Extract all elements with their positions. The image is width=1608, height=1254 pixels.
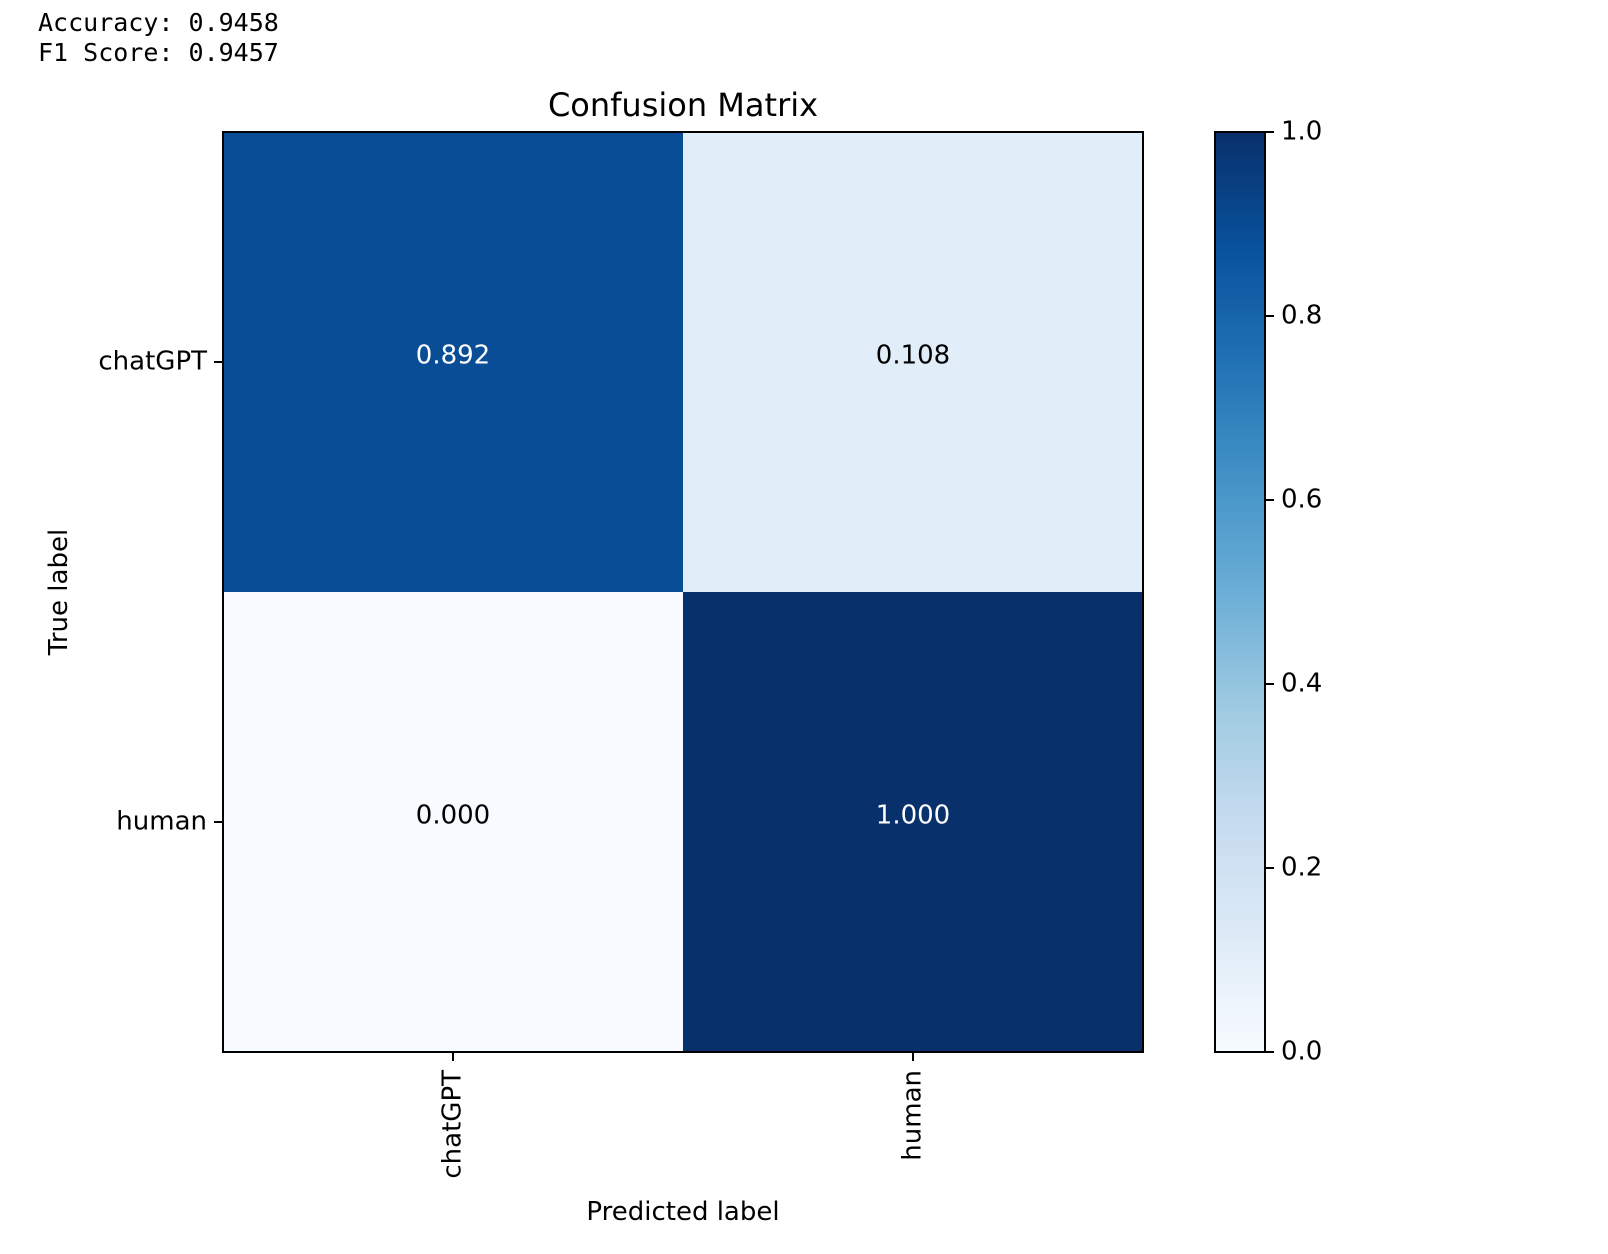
x-axis-label: Predicted label xyxy=(586,1197,779,1227)
plot-frame xyxy=(222,131,1144,1053)
cell-human-human xyxy=(683,592,1144,1053)
colorbar-tick-label: 0.2 xyxy=(1281,853,1322,883)
x-tick-label: chatGPT xyxy=(438,1070,468,1179)
colorbar-ticks: 0.0 0.2 0.4 0.6 0.8 1.0 xyxy=(1265,117,1322,1067)
colorbar-tick-label: 0.0 xyxy=(1281,1037,1322,1067)
y-tick-label: chatGPT xyxy=(98,347,207,377)
y-axis-ticks: chatGPT human xyxy=(98,347,223,837)
accuracy-text: Accuracy: 0.9458 xyxy=(38,8,279,37)
colorbar-tick-label: 0.6 xyxy=(1281,485,1322,515)
cell-chatGPT-chatGPT xyxy=(223,132,684,593)
cell-value-label: 0.108 xyxy=(876,341,950,371)
cell-value-label: 0.892 xyxy=(416,341,490,371)
cell-human-chatGPT xyxy=(223,592,684,1053)
x-axis-ticks: chatGPT human xyxy=(438,1052,928,1179)
cell-value-label: 1.000 xyxy=(876,801,950,831)
y-tick-label: human xyxy=(116,807,207,837)
colorbar-tick-label: 1.0 xyxy=(1281,117,1322,147)
y-axis-label: True label xyxy=(44,529,74,656)
colorbar-tick-label: 0.4 xyxy=(1281,669,1322,699)
colorbar xyxy=(1214,131,1266,1053)
chart-title: Confusion Matrix xyxy=(548,86,818,124)
heatmap-cells: 0.892 0.108 0.000 1.000 xyxy=(223,132,1144,1053)
f1-score-text: F1 Score: 0.9457 xyxy=(38,38,279,67)
cell-chatGPT-human xyxy=(683,132,1144,593)
colorbar-tick-label: 0.8 xyxy=(1281,301,1322,331)
x-tick-label: human xyxy=(898,1070,928,1161)
cell-value-label: 0.000 xyxy=(416,801,490,831)
metrics-output: Accuracy: 0.9458 F1 Score: 0.9457 xyxy=(38,8,279,68)
